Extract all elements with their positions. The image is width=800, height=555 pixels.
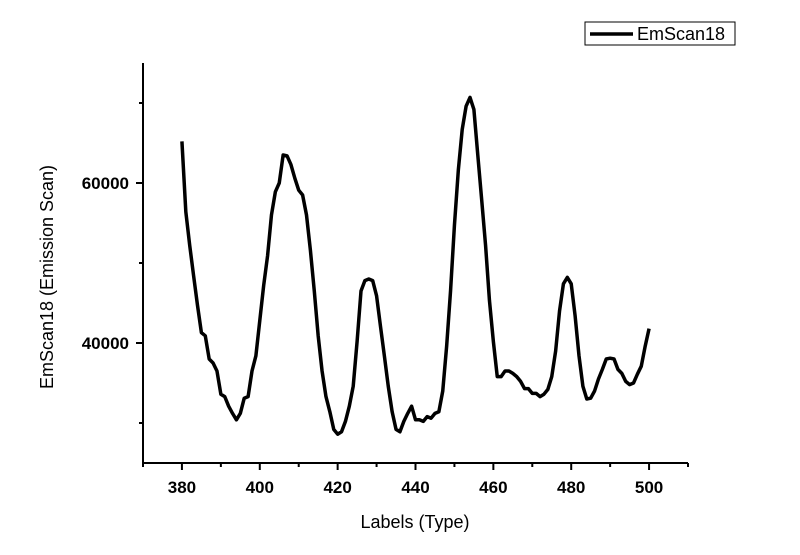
y-tick-label: 40000 (82, 334, 129, 353)
legend-label: EmScan18 (637, 24, 725, 44)
x-tick-label: 380 (168, 478, 196, 497)
x-tick-label: 420 (323, 478, 351, 497)
legend-box (584, 21, 736, 46)
x-tick-label: 400 (246, 478, 274, 497)
y-axis-label: EmScan18 (Emission Scan) (37, 165, 57, 389)
x-tick-label: 480 (557, 478, 585, 497)
x-tick-label: 440 (401, 478, 429, 497)
y-tick-label: 60000 (82, 174, 129, 193)
x-tick-label: 460 (479, 478, 507, 497)
x-tick-label: 500 (635, 478, 663, 497)
line-series (180, 95, 651, 436)
x-axis-label: Labels (Type) (360, 512, 469, 532)
